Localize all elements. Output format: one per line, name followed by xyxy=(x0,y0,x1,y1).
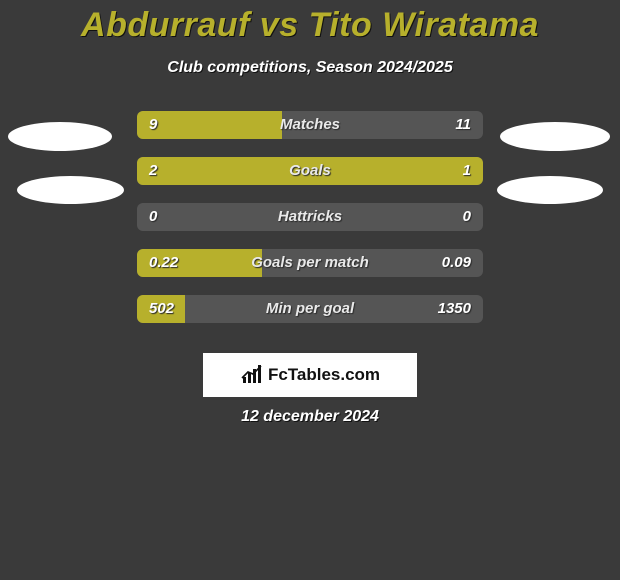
stat-left-value: 0 xyxy=(149,203,157,231)
bar-left-fill xyxy=(137,157,369,185)
bar-track xyxy=(137,157,483,185)
stat-right-value: 1 xyxy=(463,157,471,185)
chart-icon xyxy=(240,363,264,387)
bar-track xyxy=(137,249,483,277)
subtitle: Club competitions, Season 2024/2025 xyxy=(0,59,620,77)
stat-left-value: 9 xyxy=(149,111,157,139)
page-title: Abdurrauf vs Tito Wiratama xyxy=(0,0,620,45)
date-text: 12 december 2024 xyxy=(0,408,620,426)
stat-left-value: 2 xyxy=(149,157,157,185)
bar-track xyxy=(137,111,483,139)
stat-right-value: 11 xyxy=(455,111,471,139)
player-photo-left-2 xyxy=(17,176,124,204)
bar-track xyxy=(137,203,483,231)
stat-row: 502 1350 Min per goal xyxy=(0,295,620,341)
stat-right-value: 1350 xyxy=(438,295,471,323)
stat-left-value: 502 xyxy=(149,295,174,323)
player-photo-right-1 xyxy=(500,122,610,151)
stat-right-value: 0 xyxy=(463,203,471,231)
stat-row: 0.22 0.09 Goals per match xyxy=(0,249,620,295)
bar-track xyxy=(137,295,483,323)
stat-row: 0 0 Hattricks xyxy=(0,203,620,249)
stat-left-value: 0.22 xyxy=(149,249,178,277)
bar-left-fill xyxy=(137,111,282,139)
source-badge-text: FcTables.com xyxy=(268,365,380,385)
source-badge: FcTables.com xyxy=(203,353,417,397)
stat-right-value: 0.09 xyxy=(442,249,471,277)
player-photo-right-2 xyxy=(497,176,603,204)
player-photo-left-1 xyxy=(8,122,112,151)
